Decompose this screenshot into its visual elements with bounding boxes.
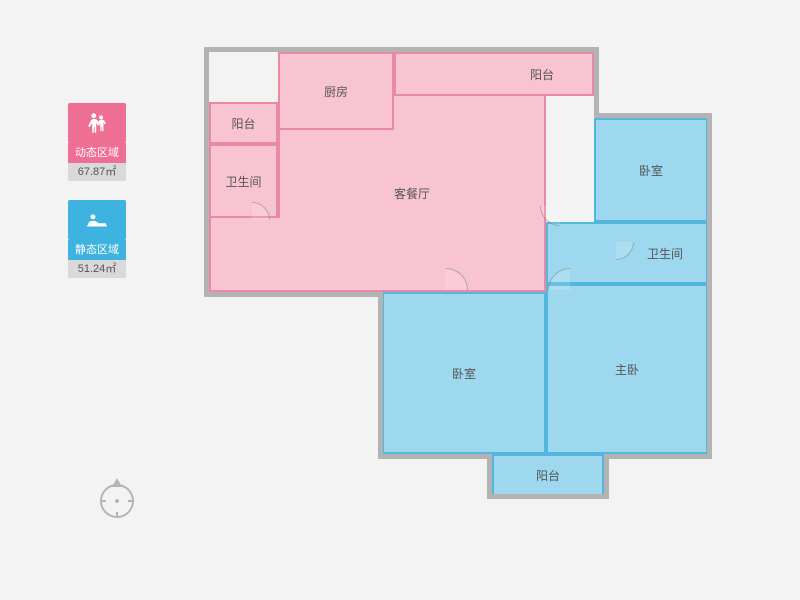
compass-icon — [100, 484, 134, 518]
room-bathroom-2: 卫生间 — [622, 222, 708, 284]
room-bathroom-2-label: 卫生间 — [647, 245, 683, 262]
room-bathroom-1: 卫生间 — [209, 144, 278, 218]
wall — [604, 454, 609, 498]
person-rest-icon — [68, 200, 126, 240]
legend-dynamic-value: 67.87㎡ — [68, 163, 126, 181]
people-active-icon — [68, 103, 126, 143]
room-bedroom-sw: 卧室 — [382, 292, 546, 454]
wall — [594, 47, 599, 118]
room-balcony-nw: 阳台 — [209, 102, 278, 144]
floorplan-canvas: 动态区域 67.87㎡ 静态区域 51.24㎡ 客餐厅 阳台 厨房 阳台 卫生间 — [0, 0, 800, 600]
room-balcony-top: 阳台 — [394, 52, 594, 96]
wall — [594, 113, 712, 118]
legend-static-value: 51.24㎡ — [68, 260, 126, 278]
room-kitchen-label: 厨房 — [324, 83, 348, 100]
room-master-bedroom-label: 主卧 — [615, 361, 639, 378]
room-bedroom-ne-label: 卧室 — [639, 162, 663, 179]
room-balcony-top-label: 阳台 — [530, 66, 554, 83]
wall — [378, 454, 492, 459]
wall — [378, 292, 383, 458]
wall — [707, 113, 712, 458]
legend-dynamic: 动态区域 67.87㎡ — [68, 103, 126, 181]
wall — [204, 47, 209, 297]
wall — [204, 47, 598, 52]
legend-static-title: 静态区域 — [68, 240, 126, 260]
person-rest-icon-svg — [84, 207, 110, 233]
legend-dynamic-title: 动态区域 — [68, 143, 126, 163]
room-bedroom-sw-label: 卧室 — [452, 365, 476, 382]
room-balcony-s-label: 阳台 — [536, 467, 560, 484]
door-arc — [540, 186, 580, 226]
wall — [487, 454, 492, 498]
room-master-bedroom: 主卧 — [546, 284, 708, 454]
room-kitchen: 厨房 — [278, 52, 394, 130]
room-bedroom-ne: 卧室 — [594, 118, 708, 222]
people-active-icon-svg — [84, 110, 110, 136]
wall — [204, 292, 382, 297]
wall — [487, 494, 609, 499]
room-living-label: 客餐厅 — [394, 185, 430, 202]
legend-static: 静态区域 51.24㎡ — [68, 200, 126, 278]
wall — [604, 454, 712, 459]
room-balcony-nw-label: 阳台 — [231, 115, 255, 132]
room-balcony-s: 阳台 — [492, 454, 604, 496]
room-living-ext — [209, 218, 280, 292]
room-bathroom-1-label: 卫生间 — [225, 173, 261, 190]
